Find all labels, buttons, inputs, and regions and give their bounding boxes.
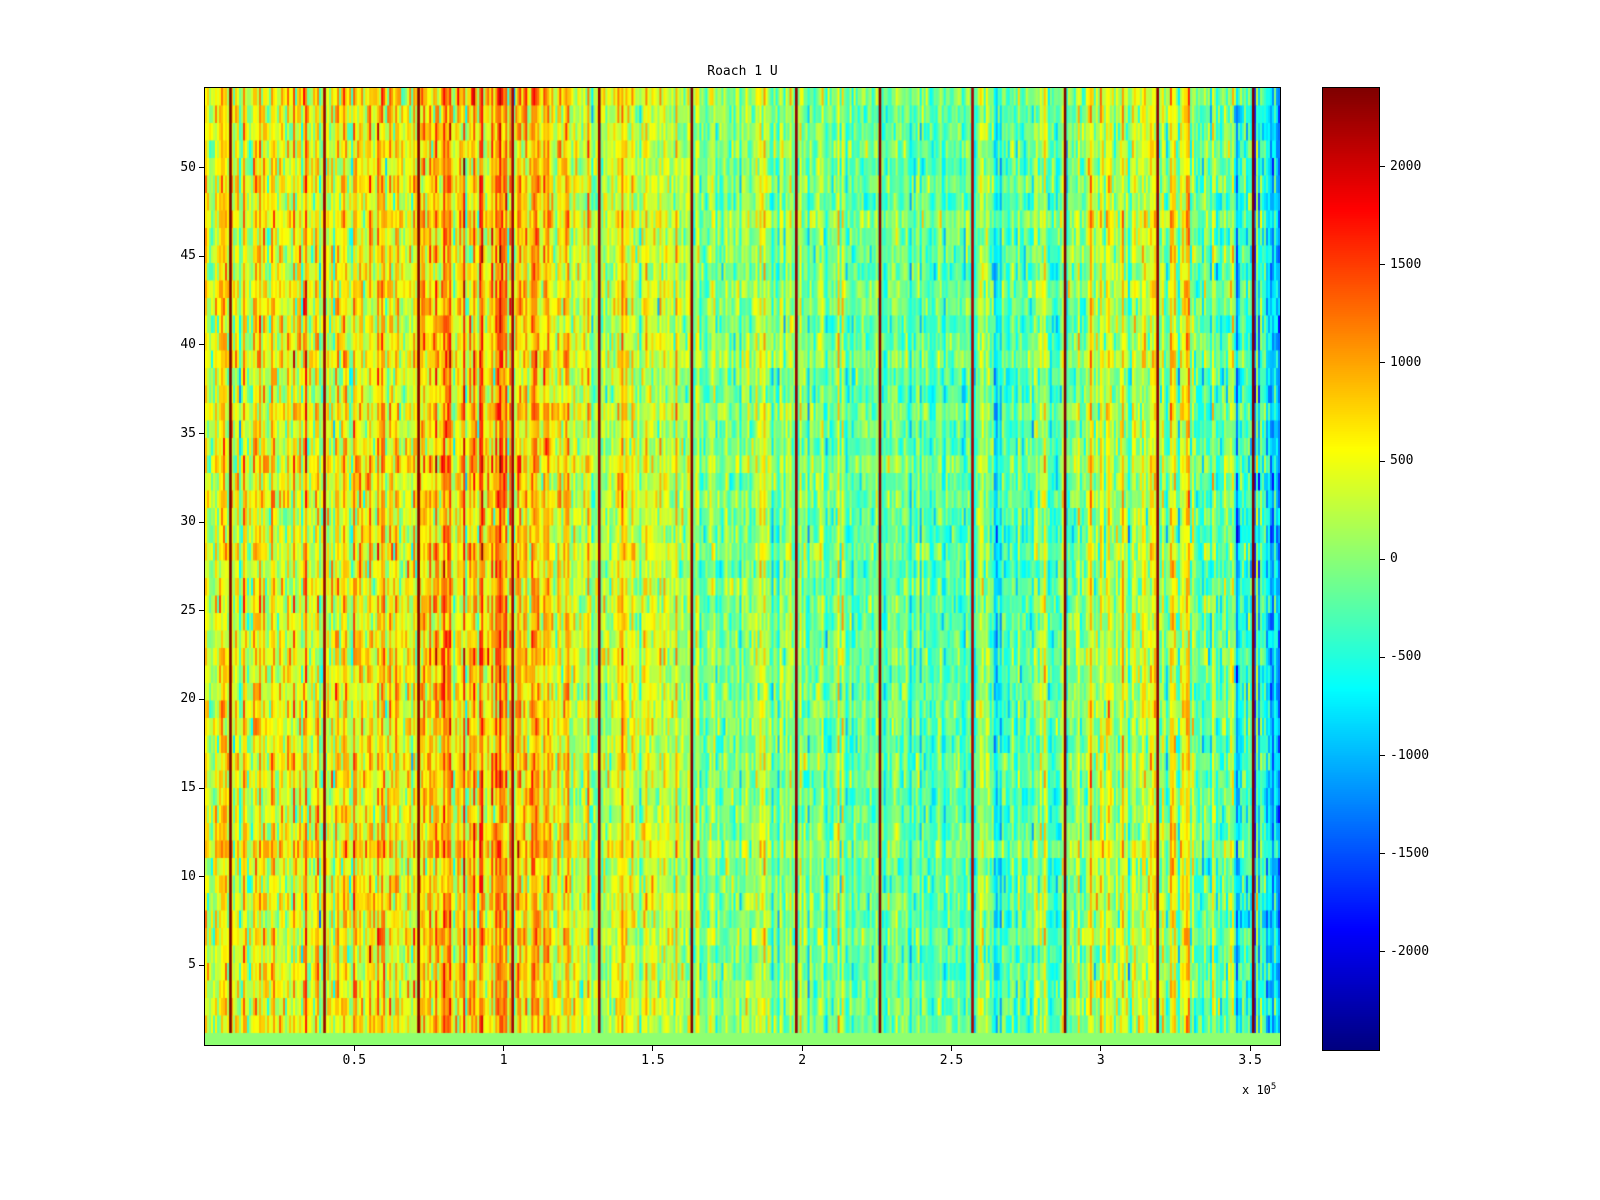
y-tick-label: 40 (180, 336, 196, 352)
colorbar (1322, 87, 1380, 1051)
y-tick-label: 35 (180, 425, 196, 441)
x-tick-label: 3 (1096, 1053, 1105, 1068)
colorbar-tick-mark (1380, 558, 1385, 560)
colorbar-tick-label: 1500 (1390, 256, 1422, 272)
colorbar-tick-mark (1380, 362, 1385, 364)
y-tick-mark (199, 964, 205, 966)
y-tick-mark (199, 698, 205, 700)
colorbar-tick-label: -1500 (1390, 845, 1430, 861)
x-tick-mark (1249, 1046, 1251, 1051)
x-tick-label: 2 (798, 1053, 807, 1068)
x-axis-exponent-value: 5 (1270, 1082, 1277, 1092)
colorbar-canvas (1323, 88, 1379, 1050)
chart-title: Roach 1 U (707, 64, 778, 79)
x-axis-exponent-label: x 105 (1242, 1082, 1276, 1097)
y-tick-mark (199, 255, 205, 257)
x-tick-mark (353, 1046, 355, 1051)
colorbar-tick-label: -1000 (1390, 747, 1430, 763)
x-axis-exponent-prefix: x 10 (1242, 1083, 1271, 1097)
colorbar-tick-mark (1380, 166, 1385, 168)
x-tick-label: 1.5 (641, 1053, 665, 1068)
y-tick-label: 50 (180, 159, 196, 175)
x-tick-mark (652, 1046, 654, 1051)
colorbar-tick-mark (1380, 656, 1385, 658)
y-tick-mark (199, 521, 205, 523)
y-tick-label: 45 (180, 248, 196, 264)
y-tick-label: 20 (180, 691, 196, 707)
y-tick-mark (199, 167, 205, 169)
colorbar-tick-label: 2000 (1390, 158, 1422, 174)
y-tick-label: 15 (180, 780, 196, 796)
x-tick-mark (951, 1046, 953, 1051)
colorbar-tick-mark (1380, 460, 1385, 462)
colorbar-tick-mark (1380, 853, 1385, 855)
y-tick-mark (199, 344, 205, 346)
x-tick-label: 0.5 (342, 1053, 367, 1068)
y-tick-mark (199, 876, 205, 878)
y-tick-mark (199, 433, 205, 435)
x-tick-mark (801, 1046, 803, 1051)
y-tick-mark (199, 610, 205, 612)
colorbar-tick-label: 500 (1390, 453, 1414, 469)
colorbar-tick-label: 0 (1390, 551, 1398, 567)
x-tick-label: 1 (499, 1053, 508, 1068)
y-tick-label: 30 (180, 514, 196, 530)
x-tick-mark (1100, 1046, 1102, 1051)
colorbar-tick-label: -500 (1390, 649, 1422, 665)
y-tick-label: 10 (180, 868, 196, 884)
colorbar-tick-label: -2000 (1390, 943, 1430, 959)
colorbar-tick-mark (1380, 264, 1385, 266)
x-tick-label: 2.5 (939, 1053, 964, 1068)
y-tick-label: 5 (188, 957, 196, 973)
colorbar-tick-label: 1000 (1390, 354, 1422, 370)
colorbar-tick-mark (1380, 755, 1385, 756)
heatmap-canvas (205, 88, 1280, 1045)
x-tick-mark (503, 1046, 505, 1051)
y-tick-mark (199, 787, 205, 789)
heatmap-plot (204, 87, 1281, 1046)
colorbar-tick-mark (1380, 951, 1385, 953)
y-tick-label: 25 (180, 602, 196, 618)
x-tick-label: 3.5 (1238, 1053, 1262, 1068)
